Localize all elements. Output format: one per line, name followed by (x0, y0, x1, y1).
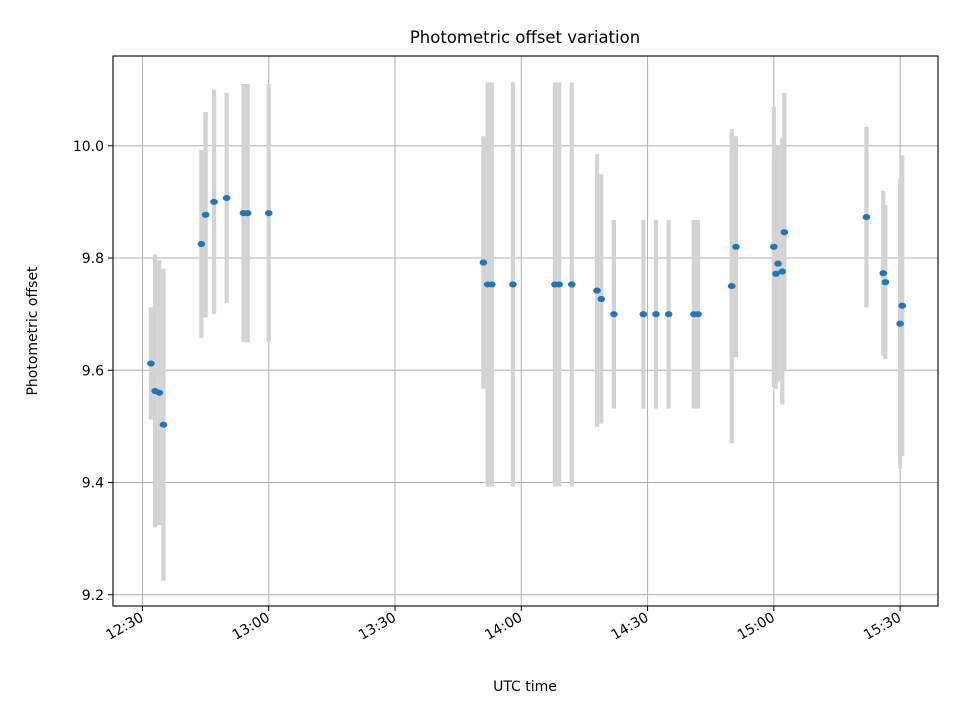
data-point (243, 210, 252, 217)
y-tick-label: 9.4 (82, 476, 104, 492)
data-point (774, 260, 782, 267)
data-point (772, 270, 780, 277)
data-point (210, 198, 218, 206)
data-point (896, 320, 904, 327)
data-point (488, 281, 496, 288)
data-point (639, 311, 648, 318)
data-point (555, 281, 563, 288)
data-point (264, 210, 273, 217)
plot-area (113, 56, 938, 606)
data-point (597, 295, 606, 303)
data-point (479, 259, 488, 266)
data-point (147, 360, 155, 367)
data-point (881, 279, 890, 286)
data-point (201, 211, 210, 218)
x-axis-label: UTC time (493, 679, 557, 695)
data-point (197, 240, 206, 248)
data-point (664, 311, 673, 318)
data-point (222, 194, 231, 202)
y-axis-label: Photometric offset (25, 266, 41, 396)
y-tick-label: 9.2 (82, 588, 104, 604)
data-point (610, 311, 618, 318)
data-point (879, 270, 888, 277)
plot-frame (112, 55, 939, 607)
data-point (862, 213, 871, 221)
data-point (593, 287, 601, 294)
data-point (778, 268, 787, 275)
data-point (155, 389, 164, 396)
chart-title: Photometric offset variation (410, 28, 640, 47)
data-point (732, 243, 740, 250)
data-point (159, 421, 168, 428)
data-point (727, 283, 736, 290)
data-point (509, 281, 517, 288)
data-point (568, 281, 576, 288)
y-tick-label: 9.6 (82, 363, 104, 379)
data-points (147, 194, 907, 428)
data-point (694, 311, 702, 318)
data-point (780, 229, 789, 236)
y-tick-label: 9.8 (82, 251, 104, 267)
data-point (898, 302, 907, 309)
y-tick-label: 10.0 (73, 139, 104, 155)
data-point (652, 311, 660, 318)
data-point (770, 243, 778, 250)
